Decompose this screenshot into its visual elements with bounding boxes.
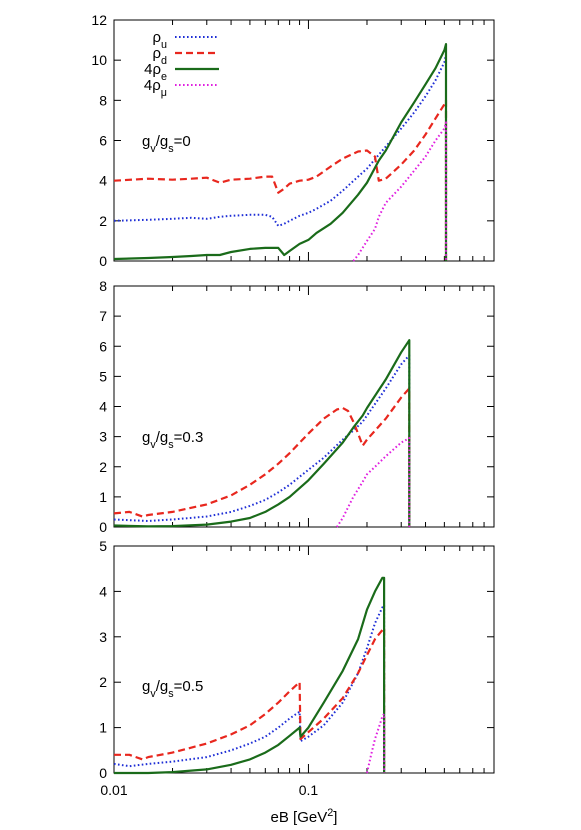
y-tick-label: 8 (99, 92, 107, 108)
series-line-2 (113, 387, 411, 527)
plot-frame (113, 545, 495, 774)
y-tick-label: 0 (99, 765, 107, 781)
y-tick-label: 2 (99, 213, 107, 229)
panel-3: 0 1 2 3 4 5 gv/gs=0.5 0.01 0.1 eB [GeV2] (99, 538, 495, 826)
y-tick-label: 6 (99, 338, 107, 354)
plot-frame (113, 285, 495, 528)
series-line-4 (336, 437, 411, 528)
y-tick-label: 3 (99, 629, 107, 645)
legend-label: ρu (152, 29, 167, 51)
plot-frame (113, 19, 495, 262)
legend-label: 4ρe (144, 61, 167, 83)
y-tick-label: 3 (99, 429, 107, 445)
x-tick-label: 0.1 (299, 782, 319, 798)
x-tick-label: 0.01 (100, 782, 127, 798)
y-tick-label: 5 (99, 368, 107, 384)
y-tick-label: 7 (99, 308, 107, 324)
y-tick-label: 8 (99, 278, 107, 294)
y-tick-label: 6 (99, 133, 107, 149)
series-line-3 (113, 43, 448, 261)
y-tick-label: 4 (99, 173, 107, 189)
series-line-2 (113, 99, 448, 261)
series-line-3 (113, 339, 411, 528)
panel-2: 0 1 2 3 4 5 6 7 8 gv/gs=0.3 (99, 278, 495, 535)
legend-label: ρd (152, 45, 167, 67)
panel-annotation: gv/gs=0 (142, 133, 191, 155)
y-tick-label: 0 (99, 519, 107, 535)
y-tick-label: 2 (99, 459, 107, 475)
y-tick-label: 5 (99, 538, 107, 554)
series-line-4 (352, 121, 447, 262)
y-tick-label: 0 (99, 253, 107, 269)
y-tick-label: 1 (99, 720, 107, 736)
y-tick-label: 4 (99, 583, 107, 599)
y-tick-label: 4 (99, 399, 107, 415)
panel-annotation: gv/gs=0.3 (142, 429, 203, 451)
series-line-4 (366, 713, 386, 774)
series-line-2 (114, 626, 386, 773)
y-tick-label: 2 (99, 674, 107, 690)
series-line-1 (113, 53, 447, 261)
y-tick-label: 1 (99, 489, 107, 505)
series-line-3 (114, 576, 386, 775)
y-tick-label: 10 (91, 52, 107, 68)
panel-annotation: gv/gs=0.5 (142, 678, 203, 700)
x-axis-label: eB [GeV2] (271, 807, 338, 826)
legend-label: 4ρμ (144, 77, 167, 99)
y-tick-label: 12 (91, 12, 107, 28)
series-line-1 (113, 354, 411, 527)
